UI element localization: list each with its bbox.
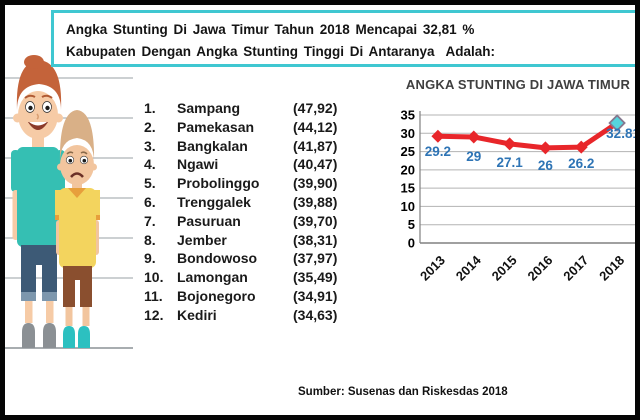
list-item: 1. Sampang (47,92) (144, 99, 376, 118)
children-growth-illustration (5, 55, 133, 349)
y-axis-label: 5 (408, 217, 415, 232)
list-item-name: Jember (177, 231, 227, 248)
list-item: 2. Pamekasan (44,12) (144, 118, 376, 137)
list-item-name: Trenggalek (177, 193, 251, 210)
y-axis-label: 10 (401, 199, 415, 214)
list-item-value: (41,87) (293, 137, 338, 154)
x-axis-label: 2015 (489, 253, 520, 284)
list-item-name: Probolinggo (177, 175, 260, 192)
list-item: 6. Trenggalek (39,88) (144, 193, 376, 212)
data-label: 32.81 (606, 126, 640, 141)
list-item-value: (34,63) (293, 306, 338, 323)
list-item: 11. Bojonegoro (34,91) (144, 287, 376, 306)
list-item-name: Pasuruan (177, 212, 241, 229)
tall-child-hair (16, 60, 62, 110)
data-point-marker (431, 129, 445, 143)
list-item-value: (39,70) (293, 212, 338, 229)
short-child-shirt (59, 188, 96, 268)
list-item: 10. Lamongan (35,49) (144, 268, 376, 287)
title-line-2: Kabupaten Dengan Angka Stunting Tinggi D… (66, 44, 496, 59)
short-child-frown (70, 172, 84, 178)
data-label: 29.2 (425, 144, 451, 159)
data-point-marker (503, 137, 517, 151)
kabupaten-list: 1. Sampang (47,92) 2. Pamekasan (44,12) 3. Bang… (144, 99, 376, 325)
data-point-marker (608, 114, 626, 132)
list-item-rank: 3. (144, 137, 156, 154)
list-item-rank: 9. (144, 250, 156, 267)
y-axis-label: 15 (401, 181, 415, 196)
list-item: 5. Probolinggo (39,90) (144, 174, 376, 193)
list-item-value: (40,47) (293, 156, 338, 173)
list-item: 7. Pasuruan (39,70) (144, 212, 376, 231)
list-item: 8. Jember (38,31) (144, 231, 376, 250)
list-item-value: (37,97) (293, 250, 338, 267)
list-item-rank: 8. (144, 231, 156, 248)
list-item-value: (38,31) (293, 231, 338, 248)
title-box: Angka Stunting Di Jawa Timur Tahun 2018 … (51, 10, 635, 67)
tall-child-shirt (17, 147, 59, 247)
list-item-rank: 2. (144, 118, 156, 135)
list-item: 9. Bondowoso (37,97) (144, 249, 376, 268)
x-axis-label: 2018 (596, 253, 627, 284)
stunting-chart: ANGKA STUNTING DI JAWA TIMUR 0 5 10 15 20 25 30… (401, 77, 640, 284)
list-item-name: Sampang (177, 100, 241, 116)
data-point-marker (574, 140, 588, 154)
list-item-rank: 6. (144, 193, 156, 210)
x-axis-label: 2014 (453, 252, 485, 284)
y-axis-label: 35 (401, 108, 415, 123)
data-label: 29 (466, 149, 481, 164)
short-child-hair (59, 110, 95, 162)
list-item-rank: 7. (144, 212, 156, 229)
list-item-rank: 4. (144, 156, 156, 173)
data-point-marker (467, 130, 481, 144)
list-item-name: Bangkalan (177, 137, 248, 154)
data-label: 26.2 (568, 156, 594, 171)
list-item-rank: 1. (144, 100, 156, 116)
list-item-rank: 5. (144, 175, 156, 192)
list-item-rank: 11. (144, 287, 163, 304)
list-item-value: (44,12) (293, 118, 338, 135)
list-item-value: (34,91) (293, 287, 338, 304)
list-item: 4. Ngawi (40,47) (144, 155, 376, 174)
y-axis-label: 20 (401, 162, 415, 177)
list-item-value: (39,90) (293, 175, 338, 192)
data-point-marker (538, 141, 552, 155)
y-axis-label: 0 (408, 236, 415, 251)
list-item: 12. Kediri (34,63) (144, 306, 376, 325)
title-line-1: Angka Stunting Di Jawa Timur Tahun 2018 … (66, 22, 475, 37)
list-item-name: Bojonegoro (177, 287, 256, 304)
list-item-value: (39,88) (293, 193, 338, 210)
list-item-name: Lamongan (177, 269, 248, 286)
list-item-name: Bondowoso (177, 250, 258, 267)
x-axis-label: 2016 (524, 253, 555, 284)
y-axis-label: 30 (401, 126, 415, 141)
list-item-name: Kediri (177, 306, 217, 323)
list-item-name: Pamekasan (177, 118, 255, 135)
y-axis-label: 25 (401, 144, 415, 159)
list-item-value: (47,92) (293, 100, 338, 116)
data-label: 27.1 (496, 155, 523, 170)
x-axis-label: 2013 (417, 253, 448, 284)
series-line (435, 120, 620, 151)
chart-title: ANGKA STUNTING DI JAWA TIMUR (406, 77, 631, 92)
data-label: 26 (538, 158, 554, 173)
source-text: Sumber: Susenas dan Riskesdas 2018 (298, 386, 508, 398)
list-item: 3. Bangkalan (41,87) (144, 137, 376, 156)
x-axis-label: 2017 (560, 253, 591, 284)
list-item-name: Ngawi (177, 156, 219, 173)
list-item-rank: 10. (144, 269, 164, 286)
short-child (55, 110, 100, 348)
list-item-rank: 12. (144, 306, 164, 323)
list-item-value: (35,49) (293, 269, 338, 286)
